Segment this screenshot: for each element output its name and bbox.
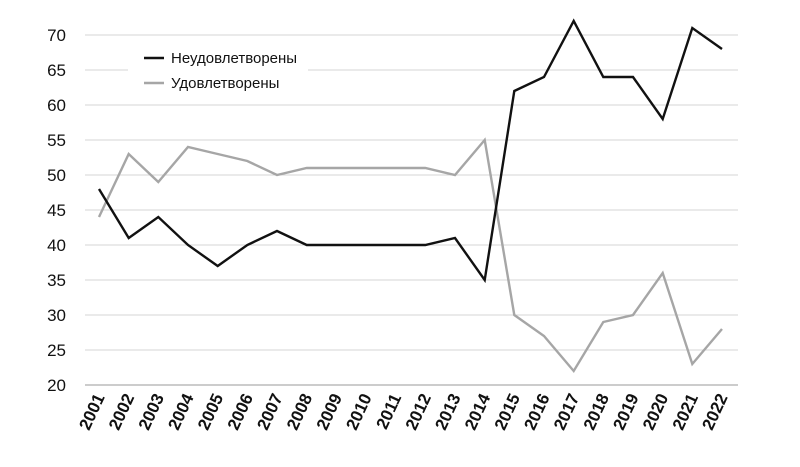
x-tick-label: 2013 [431,391,464,433]
x-tick-label: 2005 [194,391,227,433]
x-tick-label: 2016 [520,391,553,433]
y-tick-label: 65 [47,61,66,80]
x-tick-label: 2018 [580,391,613,433]
y-tick-label: 70 [47,26,66,45]
y-tick-label: 40 [47,236,66,255]
x-tick-label: 2001 [75,391,108,433]
y-tick-label: 35 [47,271,66,290]
series-line-1 [97,137,723,374]
x-tick-label: 2014 [461,390,494,433]
x-tick-label: 2012 [402,391,435,433]
x-tick-label: 2010 [342,391,375,433]
x-tick-label: 2019 [609,391,642,433]
x-tick-label: 2002 [105,391,138,433]
x-tick-label: 2021 [669,391,702,433]
y-tick-label: 50 [47,166,66,185]
x-tick-label: 2011 [372,391,405,432]
x-axis-ticks: 2001200220032004200520062007200820092010… [75,390,731,433]
x-tick-label: 2022 [698,391,731,433]
y-tick-label: 20 [47,376,66,395]
x-tick-label: 2006 [224,391,257,433]
series-group [97,18,723,374]
series-line-0 [97,18,723,284]
x-tick-label: 2009 [313,391,346,433]
y-tick-label: 45 [47,201,66,220]
x-tick-label: 2007 [253,391,286,433]
legend: Неудовлетворены Удовлетворены [128,42,308,98]
x-tick-label: 2003 [135,391,168,433]
x-tick-label: 2020 [639,391,672,433]
legend-background [128,42,308,98]
x-tick-label: 2008 [283,391,316,433]
y-tick-label: 60 [47,96,66,115]
x-tick-label: 2017 [550,391,583,433]
y-tick-label: 25 [47,341,66,360]
legend-label-neudovletvoreny: Неудовлетворены [171,50,297,67]
y-tick-label: 30 [47,306,66,325]
legend-label-udovletvoreny: Удовлетворены [171,75,279,92]
x-tick-label: 2004 [164,390,197,433]
y-tick-label: 55 [47,131,66,150]
y-axis-ticks: 20 25 30 35 40 45 50 55 60 65 70 [47,26,66,395]
x-tick-label: 2015 [491,391,524,433]
